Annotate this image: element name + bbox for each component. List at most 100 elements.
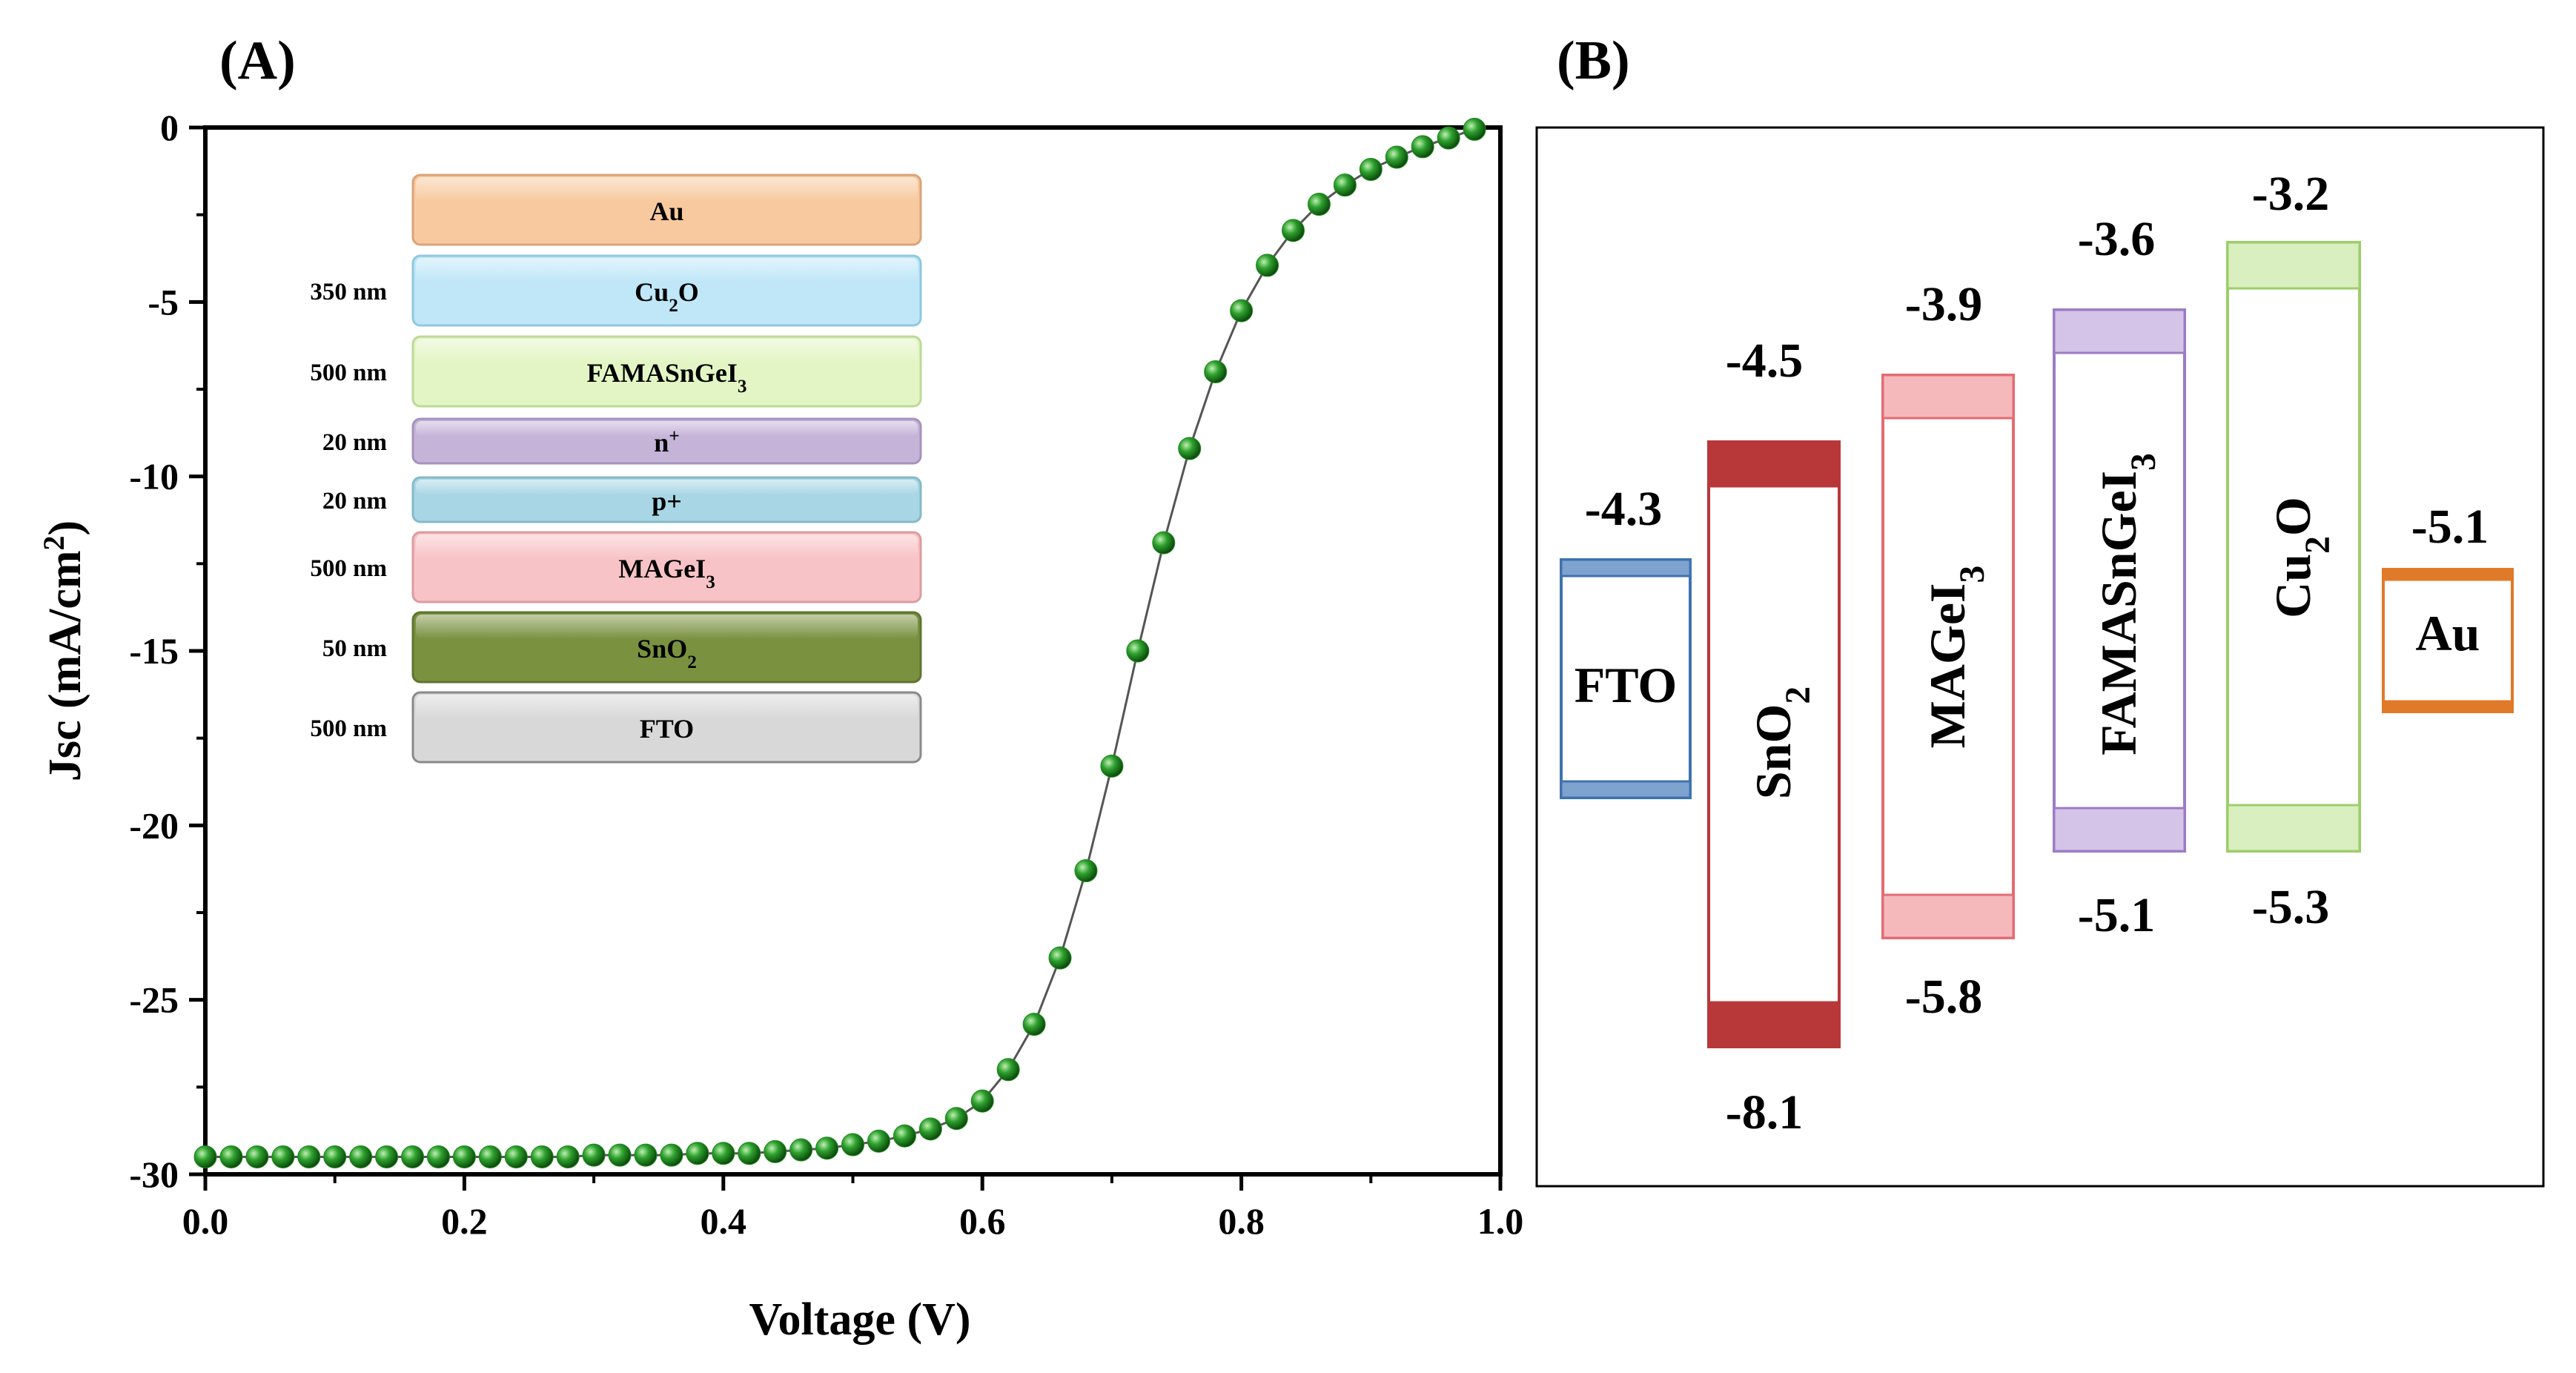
x-tick-label: 0.8 (1218, 1200, 1265, 1242)
panel-a-label: (A) (219, 30, 296, 91)
y-axis-label-main: Jsc (mA/cm (40, 551, 90, 782)
layer-gloss (416, 177, 918, 202)
layer-label: n+ (654, 426, 679, 458)
data-point (970, 1089, 994, 1113)
layer-label: SnO2 (637, 634, 697, 672)
data-point (401, 1145, 425, 1168)
x-axis-label: Voltage (V) (749, 1294, 970, 1345)
layer-label: MAGeI3 (618, 554, 715, 592)
layer-label-sup: + (669, 426, 679, 446)
data-point (918, 1117, 942, 1141)
layer-label-main: Cu (635, 277, 669, 307)
data-point (1204, 360, 1228, 383)
jv-data-points (193, 117, 1486, 1168)
layer-gloss (416, 695, 918, 719)
data-point (1307, 193, 1331, 216)
data-point (1385, 145, 1408, 169)
band-name-main: Au (2416, 605, 2480, 661)
data-point (1437, 126, 1460, 150)
layer-gloss (416, 258, 918, 282)
y-tick-label: -20 (129, 804, 179, 846)
band-upper-value: -3.2 (2252, 167, 2329, 221)
band-name-main: FAMASnGeI (2090, 471, 2147, 755)
layer-n: n+20 nm (322, 417, 922, 465)
y-tick-label: -5 (148, 281, 179, 322)
conduction-band (1881, 374, 2015, 420)
data-point (996, 1058, 1020, 1082)
data-point (297, 1145, 321, 1168)
conduction-band (2053, 308, 2186, 354)
layer-gloss (416, 535, 918, 559)
y-tick-label: 0 (160, 107, 179, 148)
data-point (712, 1142, 735, 1165)
y-axis-label-end: ) (40, 520, 90, 536)
data-point (1411, 135, 1434, 159)
data-point (582, 1143, 606, 1167)
data-point (1178, 437, 1202, 460)
layer-gloss (416, 339, 918, 363)
data-point (1281, 219, 1305, 242)
y-ticks: 0 -5 -10 -15 -20 -25 -30 (129, 107, 205, 1195)
conduction-band (1707, 440, 1841, 488)
layer-label: FAMASnGeI3 (587, 358, 747, 397)
layer-label-main: n (654, 428, 669, 457)
band-name-sub: 3 (2125, 453, 2163, 471)
data-point (193, 1145, 217, 1168)
band-sno2: SnO2 -4.5 -8.1 (1707, 334, 1841, 1139)
valence-band (2226, 804, 2361, 853)
layer-label-main: FAMASnGeI (587, 358, 738, 388)
data-point (556, 1145, 580, 1168)
y-axis-label: Jsc (mA/cm2) (37, 520, 91, 781)
layer-gloss (416, 421, 918, 437)
data-point (478, 1145, 502, 1168)
data-point (893, 1124, 916, 1148)
band-upper-value: -3.6 (2078, 212, 2155, 266)
data-point (815, 1137, 839, 1160)
layer-thickness: 350 nm (310, 279, 387, 305)
data-point (219, 1145, 243, 1168)
layer-label-sub: 2 (687, 652, 697, 672)
layer-label-main: FTO (640, 714, 694, 744)
data-point (841, 1133, 864, 1157)
layer-label-main: MAGeI (618, 554, 706, 583)
band-name: Au (2416, 605, 2480, 661)
band-outline (2053, 308, 2186, 853)
data-point (1126, 639, 1150, 663)
band-au: Au -5.1 (2382, 500, 2514, 713)
conduction-band (2382, 568, 2514, 581)
band-fto: FTO -4.3 (1560, 482, 1692, 799)
band-lower-value: -8.1 (1726, 1085, 1803, 1139)
data-point (349, 1145, 373, 1168)
band-name: FAMASnGeI3 (2090, 453, 2163, 755)
layer-label-sub: 3 (706, 572, 715, 592)
y-tick-label: -10 (129, 456, 179, 497)
band-name: FTO (1575, 657, 1678, 713)
data-point (323, 1145, 347, 1168)
valence-band (2053, 807, 2186, 853)
layer-thickness: 20 nm (322, 429, 387, 456)
layer-thickness: 500 nm (310, 715, 387, 742)
layer-famasngei: FAMASnGeI3 500 nm (310, 335, 922, 408)
band-lower-value: -5.8 (1905, 970, 1982, 1024)
layer-p-: p+ 20 nm (322, 476, 922, 523)
valence-band (1881, 893, 2015, 939)
y-tick-label: -30 (129, 1154, 179, 1195)
x-tick-label: 0.0 (182, 1200, 229, 1242)
band-diagram: FTO-4.3SnO2-4.5-8.1MAGeI3-3.9-5.8FAMASnG… (1560, 167, 2514, 1139)
band-cu2o: Cu2O -3.2 -5.3 (2226, 167, 2361, 934)
data-point (660, 1143, 683, 1167)
layer-label-sub: 2 (669, 296, 678, 316)
data-point (452, 1145, 476, 1168)
layer-label-main: SnO (637, 634, 687, 664)
data-point (764, 1139, 787, 1163)
data-point (1230, 299, 1254, 322)
x-tick-label: 1.0 (1477, 1200, 1524, 1242)
data-point (1152, 531, 1176, 555)
band-name-main: Cu (2265, 554, 2321, 618)
data-point (944, 1107, 968, 1131)
x-tick-label: 0.6 (959, 1200, 1006, 1242)
data-point (1256, 254, 1279, 277)
y-tick-label: -25 (129, 979, 179, 1021)
band-diagram-frame (1535, 126, 2545, 1188)
data-point (1048, 946, 1072, 970)
